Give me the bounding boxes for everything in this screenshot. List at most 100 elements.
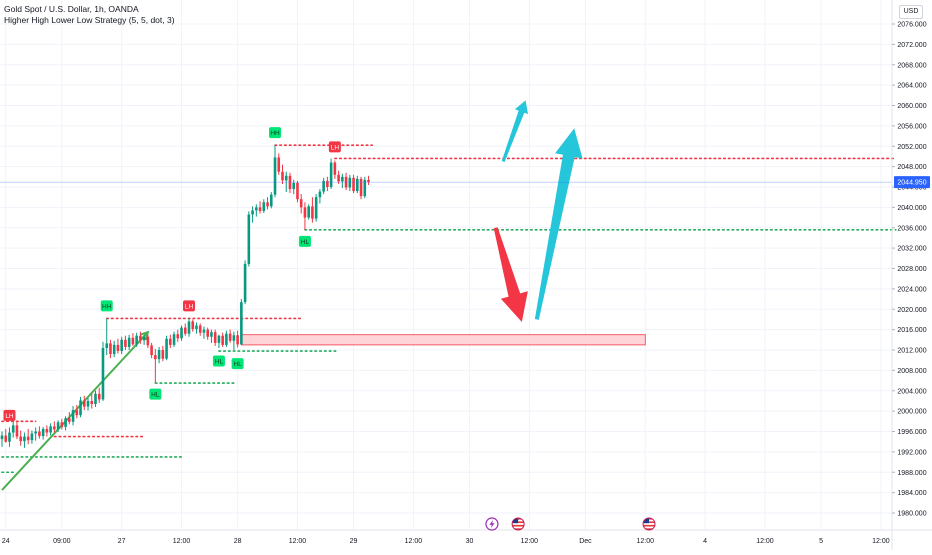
candle-body (322, 180, 325, 192)
down-arrow (493, 227, 528, 322)
candle (296, 180, 299, 203)
price-tick-label: 2000.000 (897, 409, 926, 416)
candle (322, 177, 325, 195)
candle-body (34, 431, 37, 434)
price-tick-label: 2024.000 (897, 286, 926, 293)
candle-body (169, 338, 172, 345)
candle-body (165, 338, 168, 359)
candle (352, 174, 355, 194)
candle-body (79, 400, 82, 416)
candle-body (183, 327, 187, 334)
time-tick-label: 28 (234, 538, 242, 545)
price-tick-label: 2048.000 (897, 164, 926, 171)
candle-body (15, 425, 19, 437)
candle (150, 342, 153, 359)
time-tick-label: 12:00 (872, 538, 890, 545)
candle-body (154, 355, 157, 360)
us-flag-canton (643, 518, 650, 524)
candle (0, 431, 4, 447)
candle-body (157, 350, 161, 360)
candle (4, 428, 8, 443)
price-tick-label: 2016.000 (897, 327, 926, 334)
swing-marker-label: HH (270, 130, 280, 137)
candle-body (311, 206, 314, 219)
swing-marker-badge (269, 127, 282, 139)
symbol-title[interactable]: Gold Spot / U.S. Dollar, 1h, OANDA (4, 4, 139, 14)
current-price-label: 2044.950 (897, 180, 926, 187)
candle (251, 206, 254, 223)
candle-body (240, 302, 243, 345)
candle-body (56, 422, 60, 430)
candle-body (299, 199, 303, 208)
price-tick-label: 2012.000 (897, 348, 926, 355)
candle (303, 202, 307, 230)
candle-body (326, 180, 329, 187)
candle-body (367, 179, 370, 183)
candle-body (124, 339, 127, 347)
candle-body (288, 175, 292, 190)
candle (191, 319, 195, 332)
candle-body (251, 210, 254, 215)
price-tick-label: 2032.000 (897, 246, 926, 253)
candle-body (94, 393, 97, 404)
time-tick-label: 12:00 (289, 538, 307, 545)
time-tick-label: 12:00 (405, 538, 423, 545)
us-flag-icon (511, 517, 525, 531)
candle (311, 197, 314, 223)
candle (53, 421, 56, 433)
time-tick-label: 09:00 (53, 538, 71, 545)
candle-body (75, 410, 79, 416)
candle-body (131, 337, 135, 345)
swing-marker-badge (149, 388, 162, 400)
candle (187, 318, 191, 337)
candle (172, 331, 176, 347)
candle-body (303, 207, 307, 218)
price-tick-label: 1988.000 (897, 470, 926, 477)
currency-button[interactable]: USD (899, 5, 923, 19)
price-tick-label: 2004.000 (897, 388, 926, 395)
swing-marker-badge (231, 358, 244, 370)
swing-marker-label: HL (301, 239, 310, 246)
swing-marker-hh: HH (100, 300, 113, 312)
candle-body (284, 175, 288, 181)
us-flag-ring (511, 517, 525, 531)
candle-body (176, 334, 180, 339)
candle (94, 390, 97, 408)
candle-body (228, 333, 232, 341)
candle (157, 346, 161, 364)
candle (232, 331, 236, 350)
candle (56, 420, 60, 433)
time-tick-label: 12:00 (521, 538, 539, 545)
price-tick-label: 2072.000 (897, 42, 926, 49)
candle (333, 160, 337, 179)
candle-body (45, 428, 49, 433)
candle-body (135, 335, 138, 345)
support-zone-box (240, 334, 646, 346)
candle (19, 430, 22, 446)
candle-body (101, 347, 105, 400)
swing-marker-badge (3, 409, 16, 421)
swing-marker-label: HH (102, 303, 112, 310)
candle-body (217, 335, 221, 343)
indicator-title[interactable]: Higher High Lower Low Strategy (5, 5, do… (4, 15, 175, 25)
candle (116, 338, 120, 354)
swing-marker-label: LH (5, 413, 14, 420)
swing-marker-label: HL (215, 359, 224, 366)
candle (195, 322, 198, 334)
candle-body (307, 206, 310, 218)
candle (45, 425, 49, 437)
candle (337, 170, 340, 184)
candle-body (198, 325, 202, 333)
candle (213, 329, 217, 346)
time-tick-label: 12:00 (173, 538, 191, 545)
current-price-tag: 2044.950 (894, 176, 930, 189)
price-tick-label: 2008.000 (897, 368, 926, 375)
price-tick-label: 2052.000 (897, 144, 926, 151)
swing-marker-badge (183, 300, 195, 312)
swing-marker-hl: HL (212, 355, 225, 367)
candle (273, 145, 277, 198)
price-tick-label: 2068.000 (897, 62, 926, 69)
candle-body (258, 207, 262, 211)
